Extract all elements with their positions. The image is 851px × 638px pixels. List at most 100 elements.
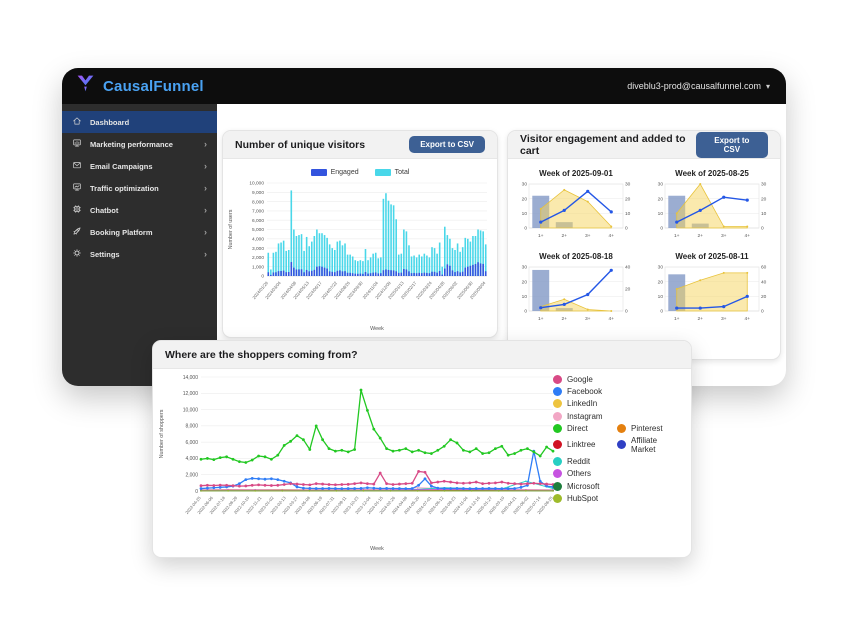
sidebar-item-traffic-optimization[interactable]: Traffic optimization ›	[62, 177, 217, 199]
svg-text:6,000: 6,000	[185, 440, 198, 446]
legend-row: Reddit	[553, 457, 685, 467]
svg-text:30: 30	[522, 265, 528, 271]
sidebar-item-marketing-performance[interactable]: Marketing performance ›	[62, 133, 217, 155]
svg-text:2+: 2+	[561, 233, 567, 239]
shoppers-card: Where are the shoppers coming from? 0 2,0…	[152, 340, 692, 558]
legend-dot	[553, 411, 562, 421]
svg-text:3+: 3+	[721, 233, 727, 239]
legend-item-total: Total	[374, 168, 409, 176]
sidebar-item-booking-platform[interactable]: Booking Platform ›	[62, 221, 217, 243]
legend-dot	[617, 440, 626, 450]
legend-label: LinkedIn	[567, 399, 598, 409]
svg-text:10: 10	[522, 211, 528, 217]
legend-label: Direct	[567, 423, 588, 433]
svg-text:3+: 3+	[721, 316, 727, 322]
weekly-mini-chart-3: Week of 2025-08-18 0 10 20 30 0 20 40 1+ 2+ 3+ 4+	[508, 246, 644, 329]
svg-text:12,000: 12,000	[183, 391, 199, 397]
gear-icon	[72, 248, 82, 260]
mini-chart-plot: 0 10 20 30 0 10 20 30 1+ 2+ 3+ 4+	[658, 182, 767, 239]
mini-chart-plot: 0 10 20 30 0 10 20 30 1+ 2+ 3+ 4+	[522, 182, 631, 239]
svg-text:10: 10	[522, 294, 528, 300]
svg-text:3,000: 3,000	[252, 246, 264, 252]
svg-text:0: 0	[261, 274, 264, 280]
svg-text:20: 20	[761, 294, 767, 300]
monitor-trend-icon	[72, 182, 82, 194]
legend-label: Linktree	[567, 440, 596, 450]
chip-icon	[72, 204, 82, 216]
chevron-right-icon: ›	[204, 182, 207, 193]
svg-text:30: 30	[625, 182, 631, 188]
sidebar-item-email-campaigns[interactable]: Email Campaigns ›	[62, 155, 217, 177]
engagement-card: Visitor engagement and added to cart Exp…	[507, 130, 781, 360]
account-menu[interactable]: diveblu3-prod@causalfunnel.com ▾	[627, 81, 770, 91]
legend-row: Direct Pinterest	[553, 423, 685, 433]
legend-label: Others	[567, 469, 592, 479]
legend-dot	[553, 440, 562, 450]
legend-dot	[553, 481, 562, 491]
svg-text:1+: 1+	[674, 316, 680, 322]
svg-text:0: 0	[524, 309, 527, 315]
svg-text:0: 0	[195, 489, 198, 495]
legend-swatch	[374, 168, 391, 176]
unique-visitors-card: Number of unique visitors Export to CSV …	[222, 130, 498, 338]
svg-text:0: 0	[625, 309, 628, 315]
sidebar-item-settings[interactable]: Settings ›	[62, 243, 217, 265]
svg-text:4,000: 4,000	[185, 456, 198, 462]
svg-text:20: 20	[522, 196, 528, 202]
legend-item-microsoft: Microsoft	[553, 481, 617, 491]
sidebar-item-dashboard[interactable]: Dashboard	[62, 111, 217, 133]
svg-text:1+: 1+	[538, 316, 544, 322]
legend-row: Microsoft	[553, 481, 685, 491]
mini-chart-title: Week of 2025-09-01	[539, 169, 613, 178]
svg-text:2+: 2+	[697, 233, 703, 239]
svg-text:0: 0	[660, 309, 663, 315]
legend-dot	[553, 423, 562, 433]
legend-swatch	[310, 168, 327, 176]
weekly-mini-chart-2: Week of 2025-08-25 0 10 20 30 0 10 20 30 1+ 2+ 3+ 4+	[644, 163, 780, 246]
svg-text:2+: 2+	[697, 316, 703, 322]
svg-text:20: 20	[625, 287, 631, 293]
svg-text:3+: 3+	[585, 316, 591, 322]
sidebar-item-label: Dashboard	[90, 117, 130, 127]
svg-text:60: 60	[761, 265, 767, 271]
legend-dot	[553, 375, 562, 384]
svg-text:1,000: 1,000	[252, 264, 264, 270]
legend-label: Pinterest	[631, 423, 663, 433]
legend-item-google: Google	[553, 375, 617, 384]
legend-item-linktree: Linktree	[553, 440, 617, 450]
svg-text:20: 20	[658, 279, 664, 285]
export-csv-button-visitors[interactable]: Export to CSV	[409, 136, 485, 153]
sidebar-item-chatbot[interactable]: Chatbot ›	[62, 199, 217, 221]
export-csv-button-engagement[interactable]: Export to CSV	[695, 131, 768, 158]
chevron-down-icon: ▾	[765, 81, 770, 91]
legend-label: Microsoft	[567, 481, 600, 491]
legend-dot	[553, 469, 562, 479]
legend-item-pinterest: Pinterest	[617, 423, 681, 433]
legend-item-hubspot: HubSpot	[553, 493, 617, 503]
legend-item-affiliate-market: Affiliate Market	[617, 436, 681, 454]
unique-visitors-title: Number of unique visitors	[235, 138, 366, 151]
svg-text:4+: 4+	[608, 233, 614, 239]
legend-row: Linktree Affiliate Market	[553, 436, 685, 454]
sidebar-item-label: Settings	[90, 249, 120, 259]
sidebar-item-label: Booking Platform	[90, 227, 153, 237]
unique-visitors-bar-chart: 0 1,000 2,000 3,000 4,000 5,000 6,000 7,000 8,00…	[228, 181, 487, 332]
svg-text:5,000: 5,000	[252, 227, 264, 233]
svg-text:40: 40	[761, 279, 767, 285]
svg-text:10: 10	[625, 211, 631, 217]
mini-chart-plot: 0 10 20 30 0 20 40 1+ 2+ 3+ 4+	[522, 265, 631, 322]
legend-label: HubSpot	[567, 493, 599, 503]
svg-text:Number of shoppers: Number of shoppers	[159, 409, 165, 458]
legend-label: Affiliate Market	[631, 435, 658, 454]
svg-text:6,000: 6,000	[252, 218, 264, 224]
engagement-card-header: Visitor engagement and added to cart Exp…	[508, 131, 780, 159]
chevron-right-icon: ›	[204, 204, 207, 215]
svg-text:40: 40	[625, 265, 631, 271]
svg-text:2+: 2+	[561, 316, 567, 322]
legend-row: Facebook	[553, 387, 685, 397]
svg-text:0: 0	[761, 226, 764, 232]
legend-item-engaged: Engaged	[310, 168, 359, 176]
svg-text:30: 30	[522, 182, 528, 188]
svg-text:10: 10	[658, 294, 664, 300]
legend-item-linkedin: LinkedIn	[553, 399, 617, 409]
